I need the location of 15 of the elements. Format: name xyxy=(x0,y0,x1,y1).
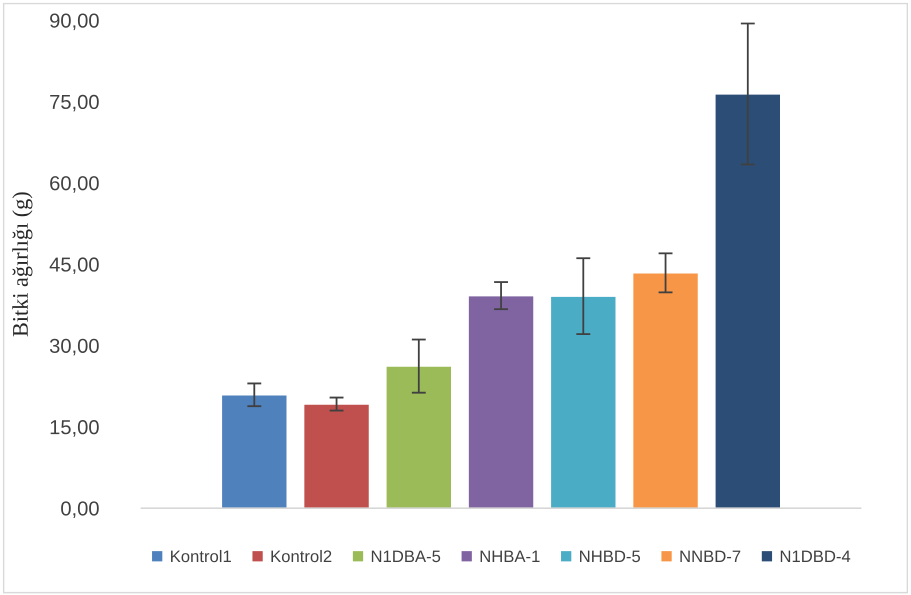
y-tick-label: 0,00 xyxy=(61,501,99,518)
legend-label: NHBA-1 xyxy=(480,550,540,562)
legend-label: Kontrol1 xyxy=(171,550,231,562)
legend-label: NHBD-5 xyxy=(580,550,640,562)
y-tick-label: 75,00 xyxy=(50,94,99,112)
legend-label: N1DBA-5 xyxy=(372,550,440,562)
legend-label: N1DBD-4 xyxy=(780,550,850,562)
y-axis-title: Bitki ağırlığı (g) xyxy=(12,192,32,336)
y-tick-label: 90,00 xyxy=(50,13,99,30)
y-tick-label: 45,00 xyxy=(50,257,99,274)
legend-label: Kontrol2 xyxy=(271,550,332,562)
legend-label: NNBD-7 xyxy=(680,550,740,562)
y-tick-label: 60,00 xyxy=(50,176,99,193)
y-tick-label: 15,00 xyxy=(50,420,99,437)
y-tick-label: 30,00 xyxy=(50,338,99,356)
